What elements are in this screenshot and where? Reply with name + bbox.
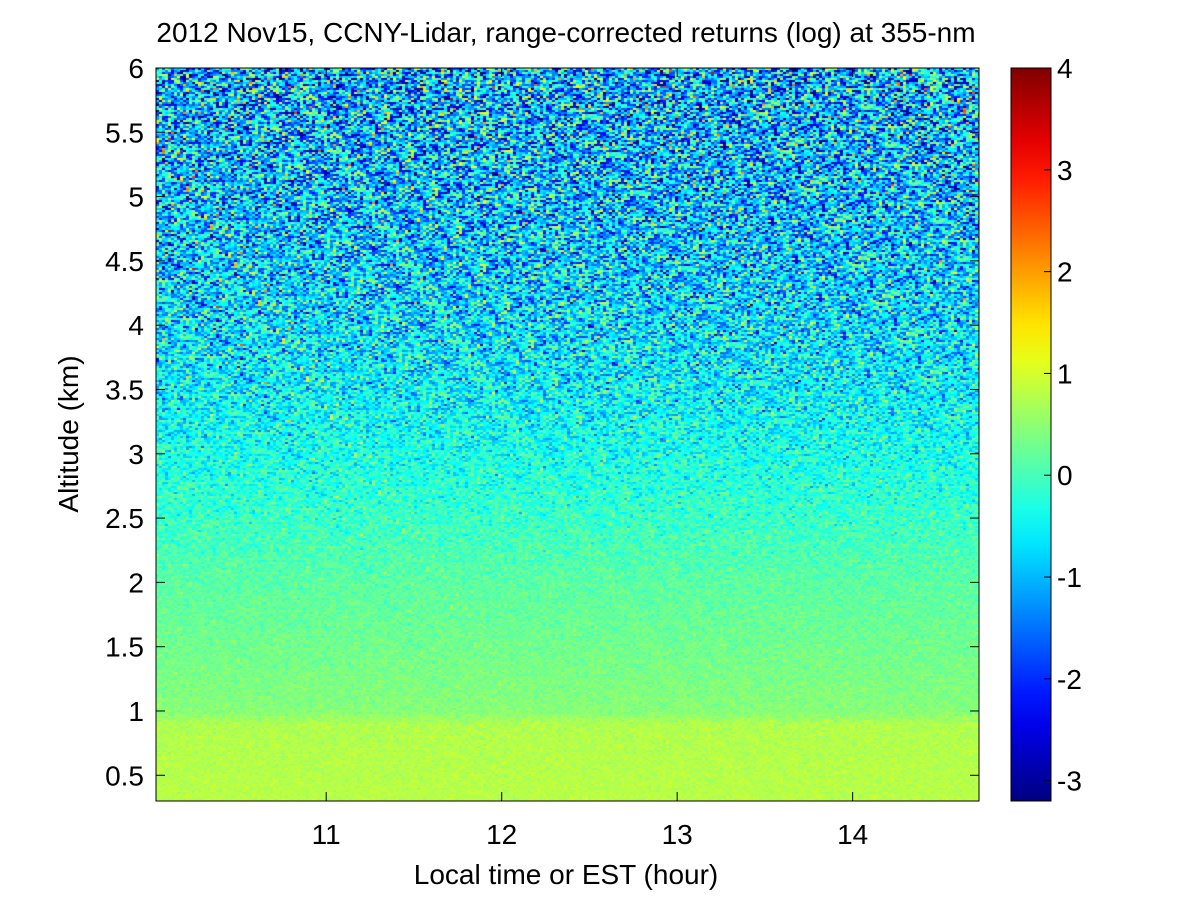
chart-title: 2012 Nov15, CCNY-Lidar, range-corrected … [156, 17, 975, 48]
y-tick-label: 5.5 [105, 117, 144, 148]
heatmap-image [156, 68, 979, 801]
colorbar-tick-label: 4 [1057, 53, 1073, 84]
y-tick-label: 2.5 [105, 503, 144, 534]
plot-area: 0.5 1 1.5 2 2.5 3 3.5 4 4.5 5 5.5 6 11 12 13 14 [105, 53, 979, 850]
colorbar-tick-label: 0 [1057, 460, 1073, 491]
x-axis-label: Local time or EST (hour) [414, 859, 719, 890]
colorbar-tick-label: 3 [1057, 155, 1073, 186]
colorbar-tick-label: -1 [1057, 562, 1082, 593]
y-tick-label: 4.5 [105, 246, 144, 277]
y-tick-label: 5 [128, 182, 144, 213]
colorbar-tick-label: -3 [1057, 766, 1082, 797]
x-tick-label: 13 [662, 819, 693, 850]
x-tick-label: 14 [837, 819, 868, 850]
y-tick-label: 1.5 [105, 632, 144, 663]
colorbar-gradient [1011, 68, 1051, 801]
y-tick-label: 3.5 [105, 374, 144, 405]
y-tick-label: 0.5 [105, 760, 144, 791]
colorbar: -3 -2 -1 0 1 2 3 4 [1011, 53, 1082, 801]
x-tick-label: 12 [486, 819, 517, 850]
y-tick-label: 6 [128, 53, 144, 84]
y-tick-label: 4 [128, 310, 144, 341]
colorbar-tick-label: 2 [1057, 257, 1073, 288]
y-axis-label: Altitude (km) [53, 355, 84, 512]
colorbar-tick-label: 1 [1057, 358, 1073, 389]
colorbar-tick-label: -2 [1057, 664, 1082, 695]
y-tick-label: 2 [128, 567, 144, 598]
y-tick-label: 1 [128, 696, 144, 727]
x-tick-label: 11 [312, 819, 341, 850]
y-tick-label: 3 [128, 439, 144, 470]
